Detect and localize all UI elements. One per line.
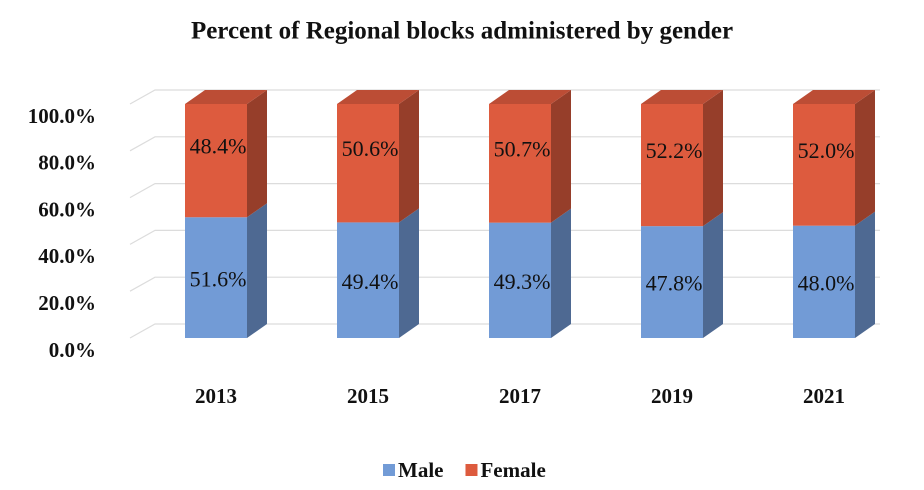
grid-line — [129, 229, 880, 245]
legend-label: Female — [480, 458, 545, 482]
legend-label: Male — [398, 458, 443, 482]
bar-side — [399, 208, 419, 338]
bar-side — [551, 208, 571, 338]
x-tick-label: 2017 — [499, 384, 541, 408]
bar-side — [855, 211, 875, 338]
x-tick-label: 2013 — [195, 384, 237, 408]
bar-top — [337, 90, 419, 104]
bar — [641, 104, 703, 227]
y-tick-label: 60.0% — [38, 197, 96, 221]
bar-side — [703, 212, 723, 338]
value-label: 48.4% — [190, 134, 247, 159]
value-label: 52.2% — [646, 138, 703, 163]
value-label: 51.6% — [190, 266, 247, 291]
value-label: 52.0% — [798, 138, 855, 163]
bar-side — [247, 203, 267, 338]
y-tick-label: 0.0% — [49, 338, 96, 362]
chart-title: Percent of Regional blocks administered … — [191, 18, 733, 45]
x-tick-label: 2021 — [803, 384, 845, 408]
y-tick-label: 100.0% — [28, 104, 96, 128]
bar-top — [793, 90, 875, 104]
x-tick-label: 2019 — [651, 384, 693, 408]
grid-line — [129, 276, 880, 292]
bar-top — [641, 90, 723, 104]
bar — [337, 222, 399, 338]
bar — [641, 226, 703, 338]
grid-line — [129, 323, 880, 339]
bar — [337, 104, 399, 223]
bar-side — [703, 90, 723, 227]
grid-line — [129, 183, 880, 199]
bar — [185, 104, 247, 218]
bar — [793, 104, 855, 226]
legend-swatch — [465, 464, 478, 476]
bar-side — [399, 90, 419, 223]
y-tick-label: 20.0% — [38, 291, 96, 315]
value-label: 49.4% — [342, 269, 399, 294]
value-label: 47.8% — [646, 271, 703, 296]
grid-line — [129, 136, 880, 152]
bar-side — [551, 90, 571, 223]
bar — [489, 222, 551, 338]
legend-swatch — [383, 464, 395, 476]
bar-top — [489, 90, 571, 104]
bar — [185, 217, 247, 338]
y-tick-label: 40.0% — [38, 244, 96, 268]
x-tick-label: 2015 — [347, 384, 389, 408]
y-tick-label: 80.0% — [38, 151, 96, 175]
bar — [793, 225, 855, 338]
bar-side — [247, 90, 267, 218]
value-label: 48.0% — [798, 270, 855, 295]
value-label: 50.7% — [494, 136, 551, 161]
bar-top — [185, 90, 267, 104]
grid-line — [129, 89, 880, 105]
bar — [489, 104, 551, 223]
bar-side — [855, 90, 875, 226]
value-label: 49.3% — [494, 269, 551, 294]
value-label: 50.6% — [342, 136, 399, 161]
